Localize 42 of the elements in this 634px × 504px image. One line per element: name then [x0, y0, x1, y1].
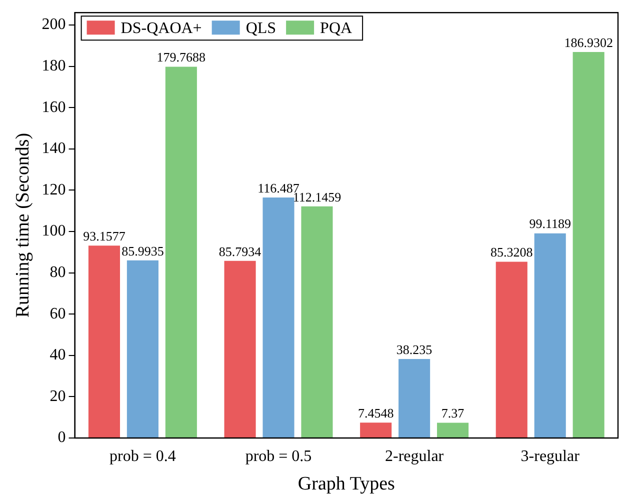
bar	[165, 66, 197, 438]
data-label: 186.9302	[564, 34, 613, 50]
data-label: 7.4548	[358, 406, 394, 421]
y-tick-label: 140	[42, 140, 66, 158]
bar	[437, 422, 469, 438]
legend-label: DS-QAOA+	[120, 20, 202, 37]
y-tick-label: 80	[50, 264, 66, 281]
data-label: 99.1189	[529, 216, 571, 232]
x-axis-title: Graph Types	[298, 474, 395, 495]
bar	[572, 52, 604, 438]
y-tick-label: 180	[42, 57, 66, 74]
legend-label: PQA	[320, 20, 353, 37]
data-label: 7.37	[441, 406, 465, 421]
y-tick-label: 120	[42, 181, 66, 198]
y-tick-label: 100	[42, 222, 66, 240]
data-label: 93.1577	[83, 228, 126, 244]
y-axis-title: Running time (Seconds)	[12, 132, 34, 318]
bar	[88, 246, 120, 438]
x-tick-label: 2-regular	[384, 448, 444, 465]
data-label: 179.7688	[156, 50, 206, 65]
x-tick-label: 3-regular	[520, 448, 580, 465]
bar	[126, 260, 158, 438]
y-tick-label: 20	[50, 388, 66, 405]
y-tick-label: 60	[50, 305, 66, 322]
legend-label: QLS	[246, 20, 276, 37]
data-label: 85.7934	[218, 244, 262, 259]
bar	[262, 197, 294, 438]
y-tick-label: 200	[42, 16, 66, 34]
data-label: 85.3208	[490, 244, 533, 260]
y-tick-label: 40	[50, 346, 66, 364]
bar	[534, 233, 566, 438]
y-tick-label: 0	[58, 429, 66, 446]
x-tick-label: prob = 0.4	[110, 448, 176, 465]
x-tick-label: prob = 0.5	[245, 448, 312, 465]
bar	[398, 359, 430, 438]
data-label: 38.235	[396, 342, 432, 357]
data-label: 85.9935	[122, 243, 164, 258]
bar	[496, 262, 528, 438]
y-tick-label: 160	[42, 98, 66, 116]
bar	[301, 206, 333, 438]
bar	[224, 260, 256, 438]
bar	[360, 422, 392, 438]
